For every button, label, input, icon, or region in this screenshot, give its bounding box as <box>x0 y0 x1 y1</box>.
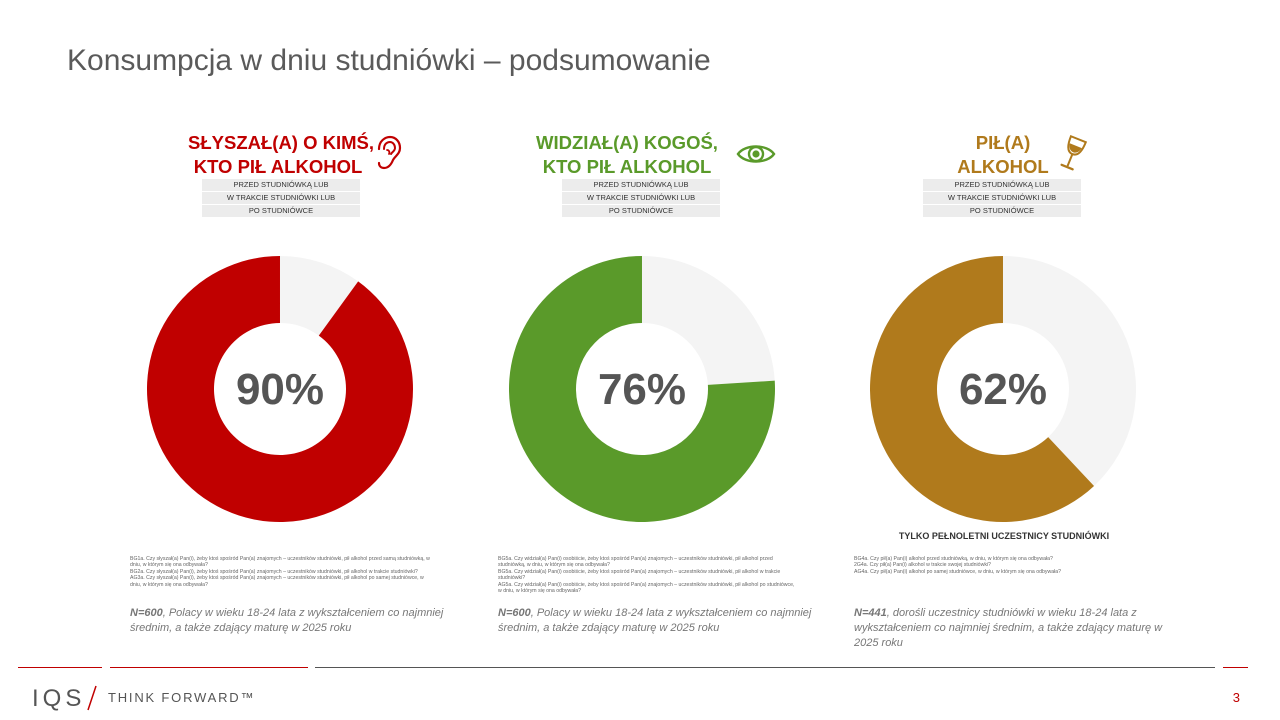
timing-pills: PRZED STUDNIÓWKĄ LUB W TRAKCIE STUDNIÓWK… <box>562 179 720 218</box>
footer-rule-left <box>18 667 102 668</box>
timing-pill-after: PO STUDNIÓWCE <box>202 205 360 217</box>
question-line: 2G4a. Czy pił(a) Pan(i) alkohol w trakci… <box>854 562 991 569</box>
timing-pill-after: PO STUDNIÓWCE <box>562 205 720 217</box>
question-text: BG4a. Czy pił(a) Pan(i) alkohol przed st… <box>854 556 1154 575</box>
column-header: WIDZIAŁ(A) KOGOŚ, KTO PIŁ ALKOHOL <box>462 131 822 179</box>
question-line: AG5a. Czy widział(a) Pan(i) osobiście, ż… <box>498 581 795 588</box>
sample-size: N=600 <box>498 607 531 619</box>
question-text: BG5a. Czy widział(a) Pan(i) osobiście, ż… <box>498 556 798 594</box>
donut-value-slice <box>509 256 775 522</box>
donut-chart: 62% <box>870 256 1136 527</box>
donut-value-label: 90% <box>236 365 324 414</box>
donut-value-slice <box>870 256 1095 522</box>
subset-note: TYLKO PEŁNOLETNI UCZESTNICY STUDNIÓWKI <box>898 531 1110 541</box>
footer-rule-right <box>1223 667 1248 668</box>
sample-description: N=600, Polacy w wieku 18-24 lata z wyksz… <box>498 606 818 636</box>
timing-pill-before: PRZED STUDNIÓWKĄ LUB <box>202 179 360 191</box>
column-title-line1: WIDZIAŁ(A) KOGOŚ, <box>536 132 718 153</box>
donut-value-slice <box>147 256 414 522</box>
column-title-line1: SŁYSZAŁ(A) O KIMŚ, <box>188 132 375 153</box>
column-title: WIDZIAŁ(A) KOGOŚ, KTO PIŁ ALKOHOL <box>527 131 727 179</box>
ear-icon <box>372 135 402 176</box>
iqs-logo: IQS <box>32 682 102 717</box>
question-line: studniówką, w dniu, w którym się ona odb… <box>498 562 610 569</box>
timing-pill-during: W TRAKCIE STUDNIÓWKI LUB <box>562 192 720 204</box>
wine-glass-icon <box>1052 134 1092 180</box>
donut-value-label: 62% <box>959 365 1047 414</box>
column-title: PIŁ(A) ALKOHOL <box>938 131 1068 179</box>
sample-size: N=600 <box>130 607 163 619</box>
question-text: BG1a. Czy słyszał(a) Pan(i), żeby ktoś s… <box>130 556 430 588</box>
column-header: SŁYSZAŁ(A) O KIMŚ, KTO PIŁ ALKOHOL <box>100 131 460 179</box>
question-line: w dniu, w którym się ona odbywała? <box>498 588 582 595</box>
question-line: BG1a. Czy słyszał(a) Pan(i), żeby ktoś s… <box>130 556 430 562</box>
question-line: dniu, w którym się ona odbywała? <box>130 581 208 588</box>
sample-size: N=441 <box>854 607 887 619</box>
footer-rule-red <box>110 667 308 668</box>
sample-description: N=600, Polacy w wieku 18-24 lata z wyksz… <box>130 606 450 636</box>
timing-pill-before: PRZED STUDNIÓWKĄ LUB <box>562 179 720 191</box>
chart-column-saw: WIDZIAŁ(A) KOGOŚ, KTO PIŁ ALKOHOL PRZED … <box>462 0 822 720</box>
donut-chart: 76% <box>509 256 775 527</box>
timing-pill-during: W TRAKCIE STUDNIÓWKI LUB <box>202 192 360 204</box>
chart-column-drank: PIŁ(A) ALKOHOL PRZED STUDNIÓWKĄ LUB W TR… <box>824 0 1184 720</box>
donut-chart: 90% <box>147 256 414 527</box>
timing-pill-after: PO STUDNIÓWCE <box>923 205 1081 217</box>
question-line: AG3a. Czy słyszał(a) Pan(i), żeby ktoś s… <box>130 575 424 582</box>
question-line: BG5a. Czy widział(a) Pan(i) osobiście, ż… <box>498 556 773 562</box>
donut-remainder-slice <box>280 256 359 336</box>
timing-pill-during: W TRAKCIE STUDNIÓWKI LUB <box>923 192 1081 204</box>
donut-value-label: 76% <box>598 365 686 414</box>
question-line: BG4a. Czy pił(a) Pan(i) alkohol przed st… <box>854 556 1053 562</box>
column-header: PIŁ(A) ALKOHOL <box>824 131 1184 179</box>
column-title-line1: PIŁ(A) <box>975 132 1031 153</box>
question-line: BG2a. Czy słyszał(a) Pan(i), żeby ktoś s… <box>130 568 418 575</box>
footer-rule-grey <box>315 667 1215 668</box>
question-line: dniu, w którym się ona odbywała? <box>130 562 208 569</box>
svg-text:IQS: IQS <box>32 685 85 712</box>
question-line: studniówki? <box>498 575 526 582</box>
sample-description: N=441, dorośli uczestnicy studniówki w w… <box>854 606 1164 651</box>
chart-column-heard: SŁYSZAŁ(A) O KIMŚ, KTO PIŁ ALKOHOL PRZED… <box>100 0 460 720</box>
timing-pills: PRZED STUDNIÓWKĄ LUB W TRAKCIE STUDNIÓWK… <box>202 179 360 218</box>
column-title: SŁYSZAŁ(A) O KIMŚ, KTO PIŁ ALKOHOL <box>188 131 375 179</box>
donut-remainder-slice <box>1003 256 1136 486</box>
eye-icon <box>736 139 776 174</box>
page-title: Konsumpcja w dniu studniówki – podsumowa… <box>67 44 711 77</box>
timing-pills: PRZED STUDNIÓWKĄ LUB W TRAKCIE STUDNIÓWK… <box>923 179 1081 218</box>
column-title-line2: KTO PIŁ ALKOHOL <box>193 156 363 177</box>
sample-desc: , dorośli uczestnicy studniówki w wieku … <box>854 607 1163 649</box>
sample-desc: , Polacy w wieku 18-24 lata z wykształce… <box>498 607 812 634</box>
question-line: BG5a. Czy widział(a) Pan(i) osobiście, ż… <box>498 568 781 575</box>
page-number: 3 <box>1232 690 1240 705</box>
sample-desc: , Polacy w wieku 18-24 lata z wykształce… <box>130 607 444 634</box>
column-title-line2: KTO PIŁ ALKOHOL <box>542 156 712 177</box>
question-line: AG4a. Czy pił(a) Pan(i) alkohol po samej… <box>854 568 1062 575</box>
donut-remainder-slice <box>642 256 775 385</box>
tagline: THINK FORWARD™ <box>108 690 256 705</box>
timing-pill-before: PRZED STUDNIÓWKĄ LUB <box>923 179 1081 191</box>
column-title-line2: ALKOHOL <box>957 156 1049 177</box>
